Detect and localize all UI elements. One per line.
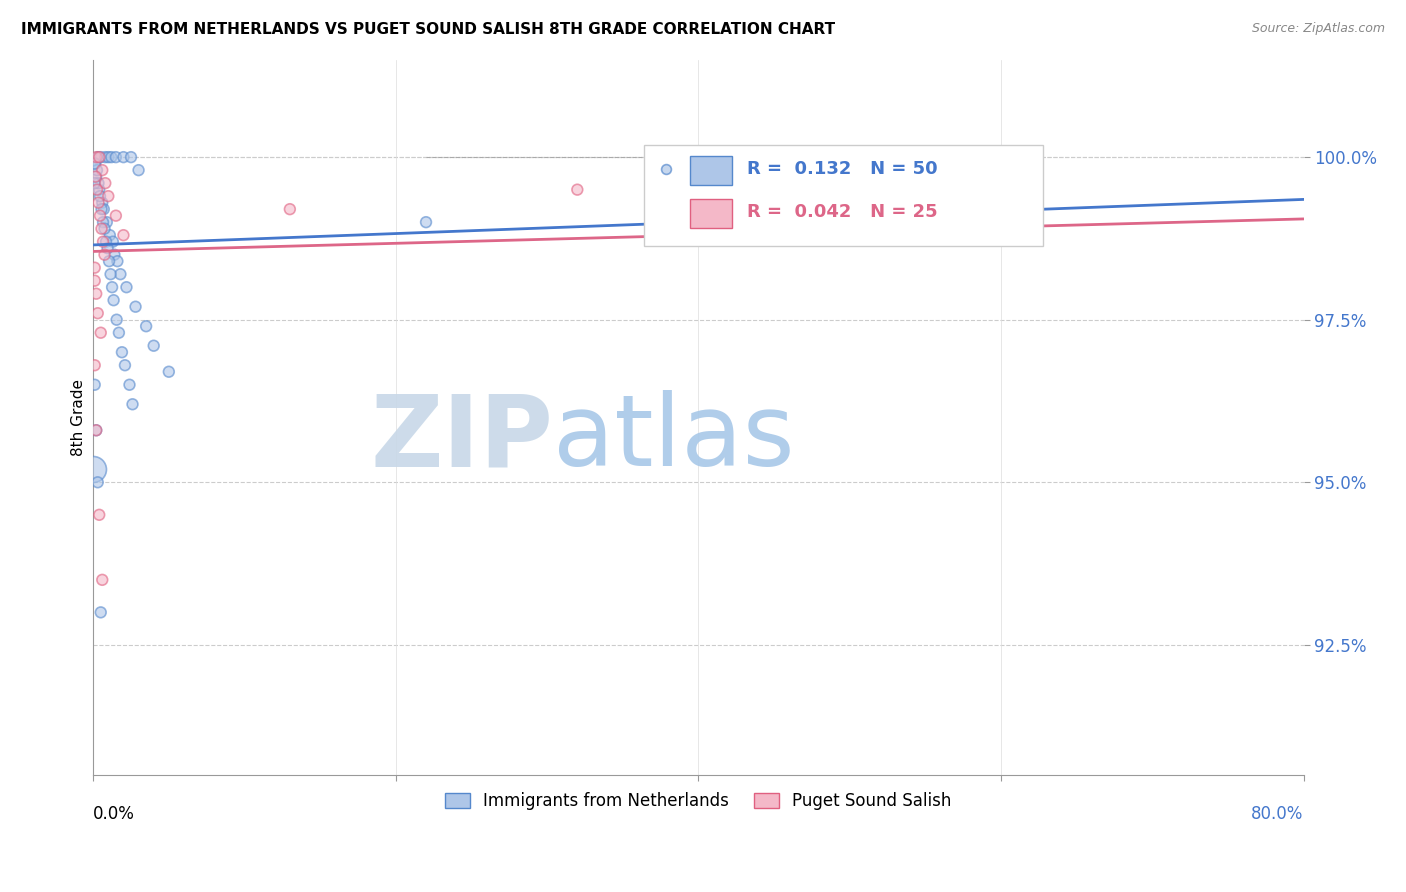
Point — [104, 209, 127, 223]
Point — [91, 163, 114, 178]
Point — [89, 150, 111, 164]
Point — [157, 365, 180, 379]
Point — [118, 377, 141, 392]
Point — [105, 312, 128, 326]
Point — [83, 156, 105, 170]
Point — [91, 573, 114, 587]
Point — [89, 183, 111, 197]
Point — [101, 235, 124, 249]
Point — [91, 215, 114, 229]
Point — [98, 254, 121, 268]
Point — [112, 228, 135, 243]
Point — [105, 254, 128, 268]
Point — [278, 202, 301, 216]
Point — [83, 274, 105, 288]
Point — [91, 235, 114, 249]
Point — [86, 163, 108, 178]
Y-axis label: 8th Grade: 8th Grade — [72, 379, 86, 456]
Point — [87, 195, 110, 210]
Point — [121, 397, 143, 411]
Point — [84, 286, 107, 301]
Point — [101, 280, 124, 294]
Point — [115, 280, 138, 294]
Legend: Immigrants from Netherlands, Puget Sound Salish: Immigrants from Netherlands, Puget Sound… — [439, 785, 959, 817]
Point — [128, 163, 150, 178]
Point — [84, 169, 107, 184]
Point — [93, 202, 115, 216]
Point — [83, 377, 105, 392]
Point — [83, 176, 105, 190]
Point — [93, 221, 115, 235]
Point — [90, 221, 112, 235]
Point — [82, 462, 104, 476]
Point — [567, 183, 589, 197]
Point — [103, 248, 125, 262]
Point — [114, 358, 136, 372]
Point — [97, 189, 120, 203]
Point — [120, 150, 142, 164]
Bar — [690, 156, 733, 185]
Text: R =  0.042   N = 25: R = 0.042 N = 25 — [747, 203, 938, 221]
Point — [112, 150, 135, 164]
FancyBboxPatch shape — [644, 145, 1043, 245]
Point — [89, 508, 111, 522]
Point — [94, 235, 117, 249]
Point — [94, 150, 117, 164]
Point — [87, 475, 110, 490]
Point — [110, 267, 132, 281]
Text: Source: ZipAtlas.com: Source: ZipAtlas.com — [1251, 22, 1385, 36]
Point — [104, 150, 127, 164]
Point — [100, 267, 122, 281]
Point — [98, 228, 121, 243]
Point — [94, 176, 117, 190]
Point — [103, 293, 125, 308]
Point — [84, 150, 107, 164]
Point — [90, 605, 112, 619]
Bar — [690, 199, 733, 227]
Point — [84, 169, 107, 184]
Text: atlas: atlas — [553, 390, 794, 487]
Point — [96, 215, 118, 229]
Point — [87, 306, 110, 320]
Point — [108, 326, 131, 340]
Point — [91, 195, 114, 210]
Point — [96, 241, 118, 255]
Point — [100, 150, 122, 164]
Point — [135, 319, 157, 334]
Point — [83, 358, 105, 372]
Point — [89, 189, 111, 203]
Point — [89, 209, 111, 223]
Point — [111, 345, 134, 359]
Point — [415, 215, 437, 229]
Text: ZIP: ZIP — [370, 390, 553, 487]
Point — [83, 260, 105, 275]
Point — [87, 150, 110, 164]
Text: R =  0.132   N = 50: R = 0.132 N = 50 — [747, 160, 938, 178]
Point — [87, 176, 110, 190]
Text: IMMIGRANTS FROM NETHERLANDS VS PUGET SOUND SALISH 8TH GRADE CORRELATION CHART: IMMIGRANTS FROM NETHERLANDS VS PUGET SOU… — [21, 22, 835, 37]
Point — [142, 339, 165, 353]
Point — [124, 300, 146, 314]
Point — [90, 150, 112, 164]
Text: 0.0%: 0.0% — [93, 805, 135, 823]
Point — [97, 150, 120, 164]
Point — [90, 202, 112, 216]
Point — [86, 183, 108, 197]
Point — [84, 423, 107, 437]
Text: 80.0%: 80.0% — [1251, 805, 1303, 823]
Point — [90, 326, 112, 340]
Point — [84, 423, 107, 437]
Point — [93, 248, 115, 262]
Point — [84, 156, 107, 170]
